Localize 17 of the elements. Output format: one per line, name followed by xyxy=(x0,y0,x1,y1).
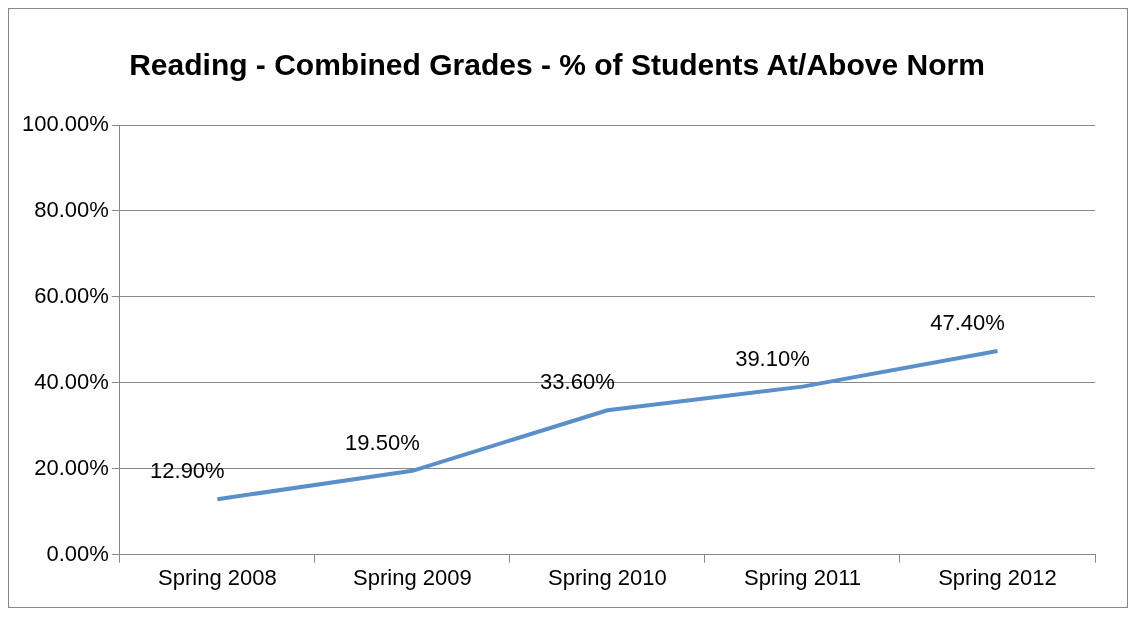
data-label: 19.50% xyxy=(345,429,420,455)
y-tick-label: 100.00% xyxy=(21,111,109,137)
y-tick-label: 0.00% xyxy=(46,540,109,566)
data-label: 12.90% xyxy=(150,458,225,484)
x-tick-label: Spring 2011 xyxy=(743,564,861,590)
y-tick-label: 80.00% xyxy=(34,196,109,222)
x-tick-label: Spring 2009 xyxy=(353,564,472,590)
x-tick-label: Spring 2008 xyxy=(158,564,277,590)
chart-title: Reading - Combined Grades - % of Students At/Above Norm xyxy=(129,48,985,82)
x-tick-label: Spring 2010 xyxy=(548,564,667,590)
x-tick-label: Spring 2012 xyxy=(938,564,1057,590)
y-tick-label: 60.00% xyxy=(34,282,109,308)
data-label: 47.40% xyxy=(930,310,1005,336)
data-label: 33.60% xyxy=(540,369,615,395)
y-tick-label: 20.00% xyxy=(34,454,109,480)
data-label: 39.10% xyxy=(735,345,810,371)
y-tick-label: 40.00% xyxy=(34,368,109,394)
